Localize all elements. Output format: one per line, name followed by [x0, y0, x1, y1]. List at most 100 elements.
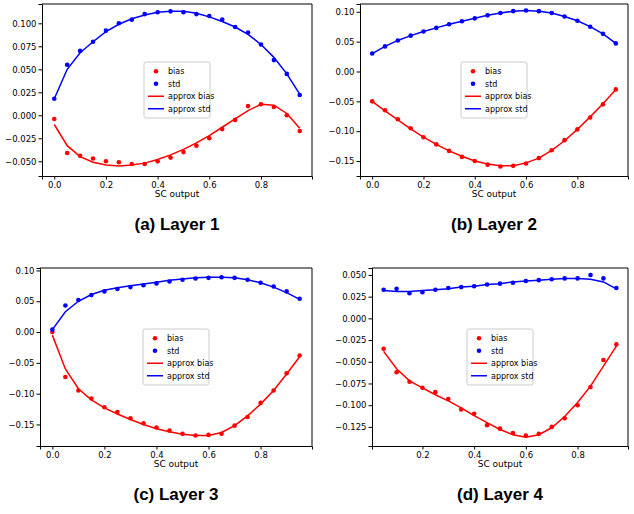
legend-label: approx std	[485, 105, 527, 114]
figure: 0.0 0.2 0.4 0.6 0.8 −0.050 −0.025 0.000 0.025 0.0…	[0, 0, 634, 514]
tick: −0.10	[328, 126, 360, 136]
tick: 0.10	[16, 266, 40, 276]
legend-label: approx std	[167, 372, 209, 381]
tick-label: −0.15	[8, 420, 34, 430]
point	[104, 159, 109, 164]
point	[394, 287, 399, 292]
tick-label: 0.000	[12, 111, 36, 121]
legend-box	[143, 329, 209, 385]
tick: −0.050	[335, 357, 372, 367]
panel: 0.00.20.40.60.8−0.050−0.0250.0000.0250.0…	[5, 4, 312, 234]
plot-area	[50, 275, 302, 438]
legend-swatch	[148, 96, 164, 98]
point	[52, 117, 57, 122]
tick: −0.10	[8, 389, 40, 399]
tick: 0.0	[366, 176, 380, 190]
tick: 0.025	[12, 88, 42, 98]
tick: 0.00	[336, 67, 360, 77]
legend: biasstdapprox biasapprox std	[461, 62, 531, 118]
tick: −0.025	[335, 335, 372, 345]
point	[588, 273, 593, 278]
axis-title: SC output	[478, 459, 523, 469]
tick-label: 0.2	[100, 180, 114, 190]
legend-label: std	[485, 80, 497, 89]
tick-label: 0.10	[16, 266, 35, 276]
legend-label: approx bias	[168, 92, 214, 101]
tick-label: 0.8	[254, 450, 268, 460]
tick: 0.2	[417, 176, 431, 190]
legend-label: std	[168, 80, 180, 89]
tick: 0.6	[520, 446, 534, 460]
point	[614, 342, 619, 347]
tick: 0.050	[12, 65, 42, 75]
tick: 0.8	[571, 176, 585, 190]
tick: 0.100	[12, 19, 42, 29]
legend-swatch	[153, 348, 158, 353]
tick-label: −0.050	[335, 357, 366, 367]
tick-label: 0.8	[571, 450, 585, 460]
legend-swatch	[477, 336, 482, 341]
tick-label: 0.2	[417, 180, 431, 190]
tick-mark	[37, 394, 41, 395]
tick-label: 0.025	[342, 292, 366, 302]
point	[63, 375, 68, 380]
point	[63, 303, 68, 308]
legend-swatch	[471, 363, 487, 365]
tick: 0.6	[203, 176, 217, 190]
tick: −0.050	[5, 157, 42, 167]
tick-mark	[39, 161, 43, 162]
axis-line	[41, 447, 313, 450]
tick: 0.05	[336, 37, 360, 47]
legend-swatch	[477, 348, 482, 353]
legend-label: approx bias	[491, 359, 537, 368]
tick-mark	[37, 332, 41, 333]
tick-label: 0.0	[366, 180, 380, 190]
legend-label: bias	[491, 334, 507, 343]
axis-line	[39, 5, 43, 177]
tick: −0.100	[335, 400, 372, 410]
axis-line	[369, 269, 373, 447]
tick: 0.6	[520, 176, 534, 190]
tick: 0.10	[336, 7, 360, 17]
legend-label: std	[167, 347, 179, 356]
axis-line	[37, 269, 41, 447]
legend: biasstdapprox biasapprox std	[143, 329, 213, 385]
axis-line	[43, 177, 313, 180]
tick-label: −0.10	[328, 126, 354, 136]
tick-label: 0.2	[98, 450, 112, 460]
frame	[372, 268, 628, 269]
tick-mark	[357, 12, 361, 13]
tick: 0.4	[151, 176, 165, 190]
tick-label: 0.05	[16, 296, 35, 306]
legend-label: approx std	[491, 372, 533, 381]
tick: 0.00	[16, 327, 40, 337]
tick-mark	[357, 42, 361, 43]
tick-label: −0.10	[8, 389, 34, 399]
tick-label: −0.05	[328, 97, 354, 107]
axis-line	[361, 177, 629, 180]
legend-swatch	[148, 108, 164, 110]
tick: 0.0	[46, 446, 60, 460]
tick: 0.4	[150, 446, 164, 460]
tick: 0.025	[342, 292, 372, 302]
axis-title: SC output	[154, 459, 199, 469]
tick-mark	[39, 69, 43, 70]
tick-label: 0.050	[342, 270, 366, 280]
tick: 0.2	[98, 446, 112, 460]
tick: −0.05	[328, 97, 360, 107]
y-axis: −0.125−0.100−0.075−0.050−0.0250.0000.025…	[335, 269, 372, 447]
x-axis: 0.00.20.40.60.8	[43, 176, 313, 190]
tick-mark	[357, 131, 361, 132]
x-axis: 0.00.20.40.60.8	[41, 446, 313, 460]
tick-label: 0.075	[12, 42, 36, 52]
tick: 0.075	[12, 42, 42, 52]
panel: 0.00.20.40.60.8−0.15−0.10−0.050.000.050.…	[328, 4, 628, 234]
tick-label: −0.100	[335, 400, 366, 410]
line	[372, 89, 616, 165]
tick-label: 0.050	[12, 65, 36, 75]
tick-label: 0.8	[571, 180, 585, 190]
line	[384, 278, 617, 291]
legend-swatch	[153, 336, 158, 341]
tick-label: 0.10	[336, 7, 355, 17]
frame	[360, 4, 628, 5]
